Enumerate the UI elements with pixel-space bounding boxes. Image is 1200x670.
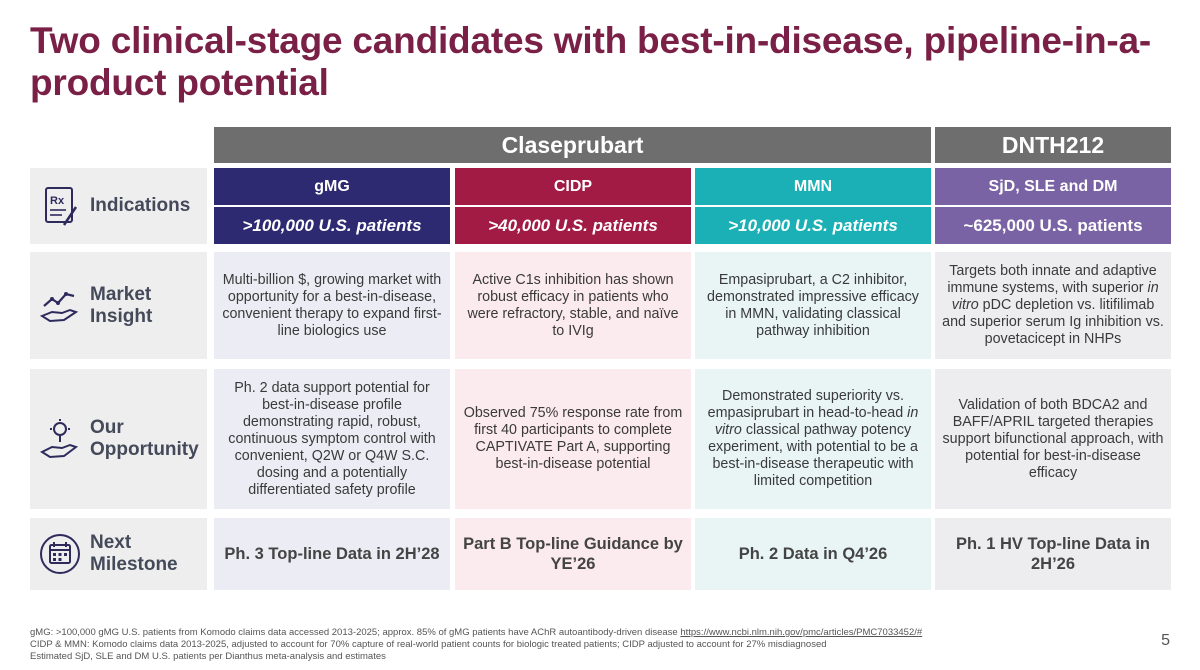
row-label-text: Indications bbox=[90, 195, 191, 216]
market-trend-hand-icon bbox=[38, 284, 82, 328]
indication-gmg: gMG bbox=[214, 168, 450, 205]
footnote-link[interactable]: https://www.ncbi.nlm.nih.gov/pmc/article… bbox=[680, 627, 923, 638]
indication-mmn: MMN bbox=[695, 168, 931, 205]
milestone-cidp: Part B Top-line Guidance by YE’26 bbox=[455, 518, 691, 590]
row-label-text: Next Milestone bbox=[90, 532, 178, 575]
opportunity-mmn: Demonstrated superiority vs. empasipruba… bbox=[695, 369, 931, 509]
milestone-dnth212: Ph. 1 HV Top-line Data in 2H’26 bbox=[935, 518, 1171, 590]
market-insight-mmn: Empasiprubart, a C2 inhibitor, demonstra… bbox=[695, 252, 931, 359]
indication-cidp: CIDP bbox=[455, 168, 691, 205]
row-label-indications: Rx Indications bbox=[30, 168, 207, 244]
row-label-text: Market Insight bbox=[90, 283, 153, 327]
header-claseprubart: Claseprubart bbox=[214, 127, 931, 163]
row-label-our-opportunity: Our Opportunity bbox=[30, 369, 207, 509]
footnote-cidp-mmn: CIDP & MMN: Komodo claims data 2013-2025… bbox=[30, 639, 827, 650]
opportunity-gmg: Ph. 2 data support potential for best-in… bbox=[214, 369, 450, 509]
patients-cidp: >40,000 U.S. patients bbox=[455, 207, 691, 244]
prescription-icon: Rx bbox=[38, 184, 82, 228]
opportunity-dnth212: Validation of both BDCA2 and BAFF/APRIL … bbox=[935, 369, 1171, 509]
footnote-sjd: Estimated SjD, SLE and DM U.S. patients … bbox=[30, 651, 386, 662]
milestone-mmn: Ph. 2 Data in Q4’26 bbox=[695, 518, 931, 590]
calendar-icon bbox=[38, 532, 82, 576]
row-label-next-milestone: Next Milestone bbox=[30, 518, 207, 590]
row-label-market-insight: Market Insight bbox=[30, 252, 207, 359]
footnotes: gMG: >100,000 gMG U.S. patients from Kom… bbox=[30, 627, 1110, 663]
page-title: Two clinical-stage candidates with best-… bbox=[30, 20, 1152, 103]
indication-sjd-sle-dm: SjD, SLE and DM bbox=[935, 168, 1171, 205]
opportunity-cidp: Observed 75% response rate from first 40… bbox=[455, 369, 691, 509]
milestone-gmg: Ph. 3 Top-line Data in 2H’28 bbox=[214, 518, 450, 590]
lightbulb-hand-icon bbox=[38, 417, 82, 461]
header-dnth212: DNTH212 bbox=[935, 127, 1171, 163]
row-label-text: Our Opportunity bbox=[90, 417, 199, 460]
page-number: 5 bbox=[1161, 632, 1170, 649]
market-insight-cidp: Active C1s inhibition has shown robust e… bbox=[455, 252, 691, 359]
patients-sjd-sle-dm: ~625,000 U.S. patients bbox=[935, 207, 1171, 244]
patients-mmn: >10,000 U.S. patients bbox=[695, 207, 931, 244]
market-insight-gmg: Multi-billion $, growing market with opp… bbox=[214, 252, 450, 359]
patients-gmg: >100,000 U.S. patients bbox=[214, 207, 450, 244]
footnote-gmg: gMG: >100,000 gMG U.S. patients from Kom… bbox=[30, 627, 923, 638]
svg-text:Rx: Rx bbox=[50, 195, 65, 207]
market-insight-dnth212: Targets both innate and adaptive immune … bbox=[935, 252, 1171, 359]
